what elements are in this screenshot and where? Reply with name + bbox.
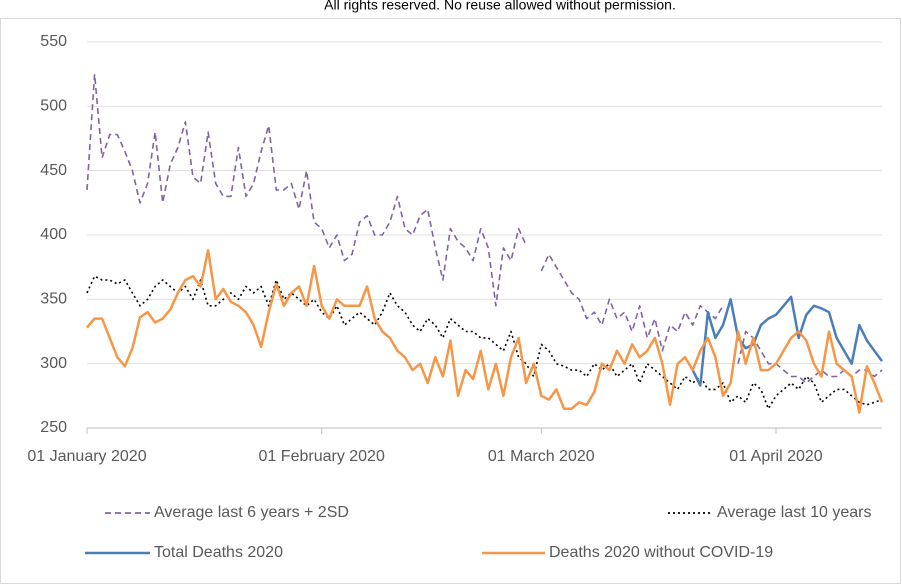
x-tick-label: 01 April 2020 <box>729 448 823 465</box>
x-tick-label: 01 January 2020 <box>27 448 146 465</box>
chart-frame <box>0 18 901 584</box>
y-tick-label: 350 <box>40 291 67 308</box>
legend-label: Average last 6 years + 2SD <box>154 504 349 521</box>
legend-label: Total Deaths 2020 <box>154 544 283 561</box>
series-line <box>86 275 883 410</box>
y-tick-label: 550 <box>40 33 67 50</box>
legend-label: Average last 10 years <box>717 504 871 521</box>
y-tick-label: 300 <box>40 355 67 372</box>
x-tick-label: 01 February 2020 <box>259 448 385 465</box>
y-tick-label: 400 <box>40 226 67 243</box>
series-line <box>86 73 883 384</box>
series-line <box>691 295 884 387</box>
y-tick-label: 500 <box>40 98 67 115</box>
series-line <box>86 249 884 414</box>
x-tick-label: 01 March 2020 <box>488 448 595 465</box>
y-tick-label: 450 <box>40 162 67 179</box>
y-tick-label: 250 <box>40 419 67 436</box>
legend-label: Deaths 2020 without COVID-19 <box>549 544 773 561</box>
copyright-note: All rights reserved. No reuse allowed wi… <box>324 0 676 13</box>
